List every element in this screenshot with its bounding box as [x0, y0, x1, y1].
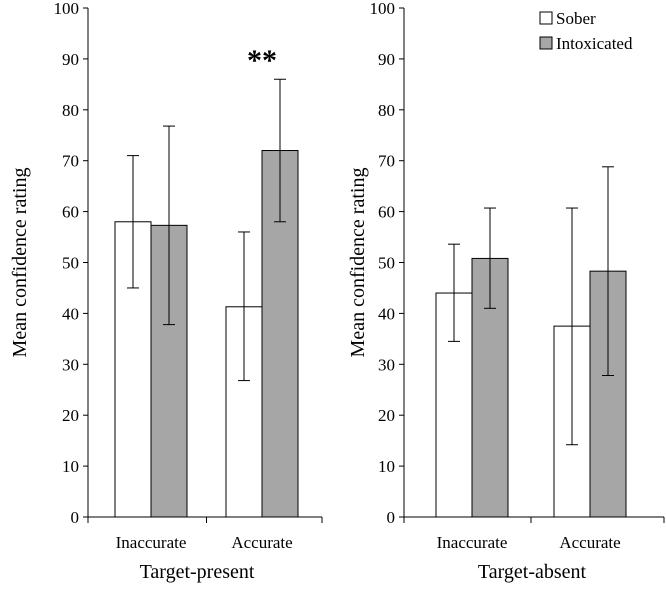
y-tick-label: 90 — [378, 50, 395, 69]
y-tick-label: 60 — [62, 203, 79, 222]
y-tick-label: 30 — [62, 355, 79, 374]
category-label: Accurate — [231, 533, 292, 552]
y-tick-label: 90 — [62, 50, 79, 69]
y-tick-label: 100 — [54, 0, 80, 18]
y-tick-label: 0 — [387, 508, 396, 527]
y-axis-title: Mean confidence rating — [347, 168, 369, 358]
category-label: Inaccurate — [437, 533, 508, 552]
y-tick-label: 70 — [62, 152, 79, 171]
y-tick-label: 50 — [378, 254, 395, 273]
y-tick-label: 100 — [370, 0, 396, 18]
legend-swatch-intoxicated — [539, 36, 553, 50]
y-tick-label: 0 — [71, 508, 80, 527]
y-tick-label: 70 — [378, 152, 395, 171]
category-label: Accurate — [559, 533, 620, 552]
y-tick-label: 20 — [378, 406, 395, 425]
legend-swatch-sober — [539, 11, 553, 25]
y-tick-label: 40 — [62, 304, 79, 323]
legend-label-sober: Sober — [556, 9, 596, 28]
y-tick-label: 60 — [378, 203, 395, 222]
significance-annotation: ** — [247, 44, 277, 77]
bar-sober-inaccurate — [114, 221, 152, 518]
x-axis-title: Target-present — [140, 561, 255, 583]
y-tick-label: 80 — [62, 101, 79, 120]
category-label: Inaccurate — [116, 533, 187, 552]
y-axis-title: Mean confidence rating — [9, 168, 31, 358]
x-axis-title: Target-absent — [478, 561, 587, 583]
y-tick-label: 10 — [62, 457, 79, 476]
y-tick-label: 30 — [378, 355, 395, 374]
y-tick-label: 10 — [378, 457, 395, 476]
y-tick-label: 80 — [378, 101, 395, 120]
y-tick-label: 50 — [62, 254, 79, 273]
y-tick-label: 40 — [378, 304, 395, 323]
legend-label-intoxicated: Intoxicated — [556, 34, 633, 53]
y-tick-label: 20 — [62, 406, 79, 425]
